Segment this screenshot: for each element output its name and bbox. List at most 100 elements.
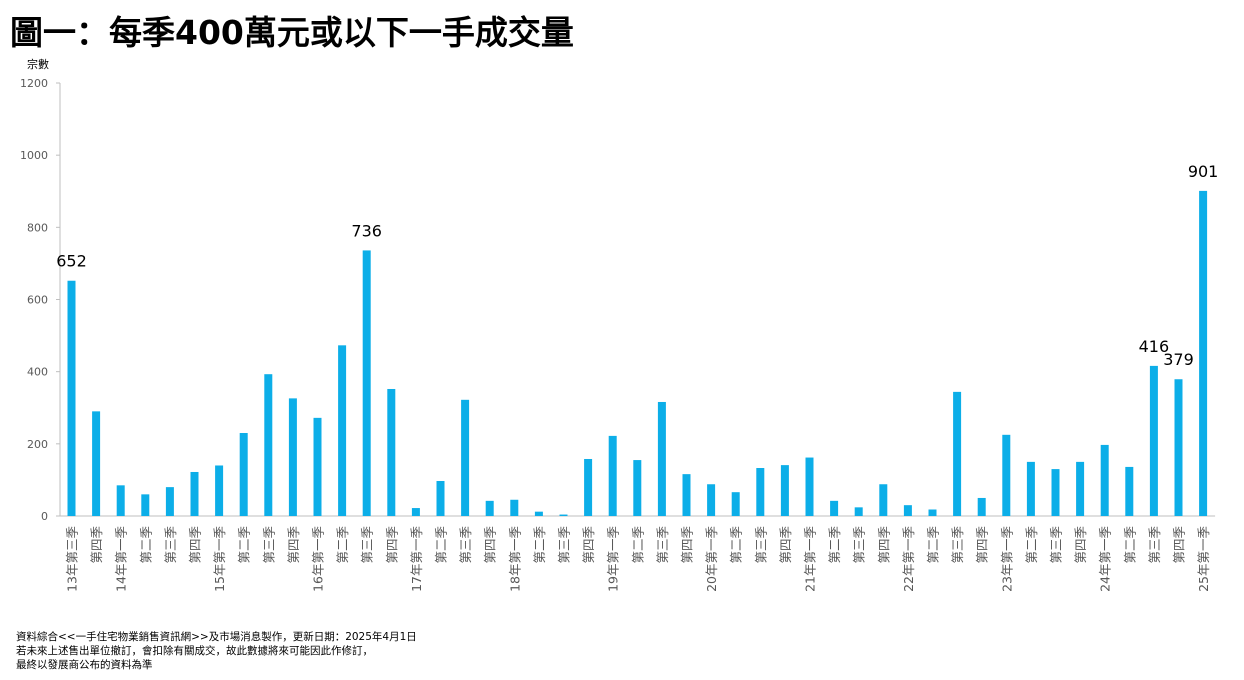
bar bbox=[362, 250, 371, 516]
bar bbox=[633, 460, 642, 516]
bar bbox=[707, 484, 716, 516]
footnote-line-1: 資料綜合<<一手住宅物業銷售資訊網>>及市場消息製作，更新日期：2025年4月1… bbox=[16, 631, 417, 643]
bar bbox=[854, 507, 863, 516]
bar bbox=[805, 457, 814, 516]
bar bbox=[879, 484, 888, 516]
x-tick-label: 第三季 bbox=[753, 526, 768, 564]
x-tick-label: 17年第一季 bbox=[409, 526, 424, 592]
x-tick-label: 15年第一季 bbox=[212, 526, 227, 592]
bar bbox=[780, 465, 789, 516]
x-tick-label: 第二季 bbox=[335, 526, 350, 564]
bar bbox=[436, 480, 445, 516]
bar bbox=[510, 499, 519, 516]
x-tick-label: 第三季 bbox=[655, 526, 670, 564]
bar bbox=[953, 391, 962, 516]
bar bbox=[731, 492, 740, 516]
bar bbox=[608, 435, 617, 516]
bar bbox=[190, 471, 199, 516]
footnote-line-2: 若未來上述售出單位撤訂，會扣除有關成交，故此數據將來可能因此作修訂， bbox=[16, 645, 373, 657]
x-tick-label: 第三季 bbox=[458, 526, 473, 564]
bar bbox=[1199, 190, 1208, 516]
x-tick-label: 24年第一季 bbox=[1098, 526, 1113, 592]
x-tick-label: 13年第三季 bbox=[65, 526, 80, 592]
x-tick-label: 第三季 bbox=[557, 526, 572, 564]
x-tick-label: 第四季 bbox=[483, 526, 498, 564]
bar bbox=[1149, 365, 1158, 516]
x-tick-label: 第三季 bbox=[950, 526, 965, 564]
data-label: 379 bbox=[1163, 350, 1194, 369]
x-tick-label: 第四季 bbox=[975, 526, 990, 564]
bar bbox=[1076, 461, 1085, 516]
y-tick-label: 1000 bbox=[20, 149, 48, 162]
chart-title: 圖一：每季400萬元或以下一手成交量 bbox=[10, 13, 574, 52]
bar bbox=[239, 433, 248, 516]
bar bbox=[657, 401, 666, 516]
x-tick-label: 18年第一季 bbox=[507, 526, 522, 592]
x-tick-label: 第四季 bbox=[1073, 526, 1088, 564]
x-tick-label: 第二季 bbox=[827, 526, 842, 564]
x-tick-label: 第三季 bbox=[1049, 526, 1064, 564]
y-tick-label: 0 bbox=[41, 510, 48, 523]
bar bbox=[67, 280, 76, 516]
footnote-line-3: 最終以發展商公布的資料為準 bbox=[16, 659, 153, 671]
bar bbox=[584, 458, 593, 516]
y-tick-label: 600 bbox=[27, 294, 48, 307]
y-axis-label: 宗數 bbox=[27, 57, 49, 71]
bar bbox=[215, 465, 224, 516]
data-label: 901 bbox=[1188, 162, 1219, 181]
x-tick-label: 第二季 bbox=[729, 526, 744, 564]
x-tick-label: 22年第一季 bbox=[901, 526, 916, 592]
x-tick-label: 19年第一季 bbox=[606, 526, 621, 592]
bar bbox=[1100, 444, 1109, 516]
y-tick-label: 1200 bbox=[20, 77, 48, 90]
bar bbox=[830, 500, 839, 516]
bar bbox=[682, 474, 691, 516]
bar bbox=[288, 398, 297, 516]
bar bbox=[92, 411, 101, 516]
bar bbox=[141, 494, 150, 516]
bar bbox=[264, 374, 273, 516]
bar bbox=[903, 505, 912, 516]
bar bbox=[313, 417, 322, 516]
footnote: 資料綜合<<一手住宅物業銷售資訊網>>及市場消息製作，更新日期：2025年4月1… bbox=[16, 630, 417, 672]
y-tick-label: 400 bbox=[27, 366, 48, 379]
bar bbox=[1125, 466, 1134, 516]
x-tick-label: 第三季 bbox=[360, 526, 375, 564]
x-tick-label: 第三季 bbox=[852, 526, 867, 564]
x-tick-label: 第四季 bbox=[680, 526, 695, 564]
data-label: 736 bbox=[351, 221, 382, 240]
x-tick-label: 14年第一季 bbox=[114, 526, 129, 592]
bar bbox=[756, 468, 765, 516]
x-tick-label: 第四季 bbox=[581, 526, 596, 564]
x-tick-label: 第二季 bbox=[434, 526, 449, 564]
y-tick-label: 800 bbox=[27, 221, 48, 234]
x-tick-label: 第四季 bbox=[89, 526, 104, 564]
x-tick-label: 第四季 bbox=[1172, 526, 1187, 564]
bar bbox=[1051, 469, 1060, 516]
x-tick-label: 第二季 bbox=[532, 526, 547, 564]
bar bbox=[928, 509, 937, 516]
bar bbox=[1174, 379, 1183, 516]
x-tick-label: 第二季 bbox=[630, 526, 645, 564]
x-tick-label: 25年第一季 bbox=[1196, 526, 1211, 592]
bar bbox=[461, 399, 470, 516]
x-tick-label: 第四季 bbox=[876, 526, 891, 564]
bar bbox=[1002, 434, 1011, 516]
x-tick-label: 第二季 bbox=[1024, 526, 1039, 564]
x-tick-label: 第二季 bbox=[926, 526, 941, 564]
x-tick-label: 第三季 bbox=[261, 526, 276, 564]
x-tick-label: 23年第一季 bbox=[999, 526, 1014, 592]
x-tick-label: 第四季 bbox=[778, 526, 793, 564]
x-tick-label: 第四季 bbox=[188, 526, 203, 564]
y-tick-label: 200 bbox=[27, 438, 48, 451]
x-tick-label: 第四季 bbox=[286, 526, 301, 564]
x-tick-label: 第四季 bbox=[384, 526, 399, 564]
data-label: 652 bbox=[56, 252, 87, 271]
data-label: 416 bbox=[1139, 337, 1170, 356]
bar bbox=[559, 514, 568, 516]
x-tick-label: 第三季 bbox=[1147, 526, 1162, 564]
bar bbox=[165, 487, 174, 516]
x-tick-label: 第二季 bbox=[1122, 526, 1137, 564]
bar bbox=[977, 497, 986, 516]
